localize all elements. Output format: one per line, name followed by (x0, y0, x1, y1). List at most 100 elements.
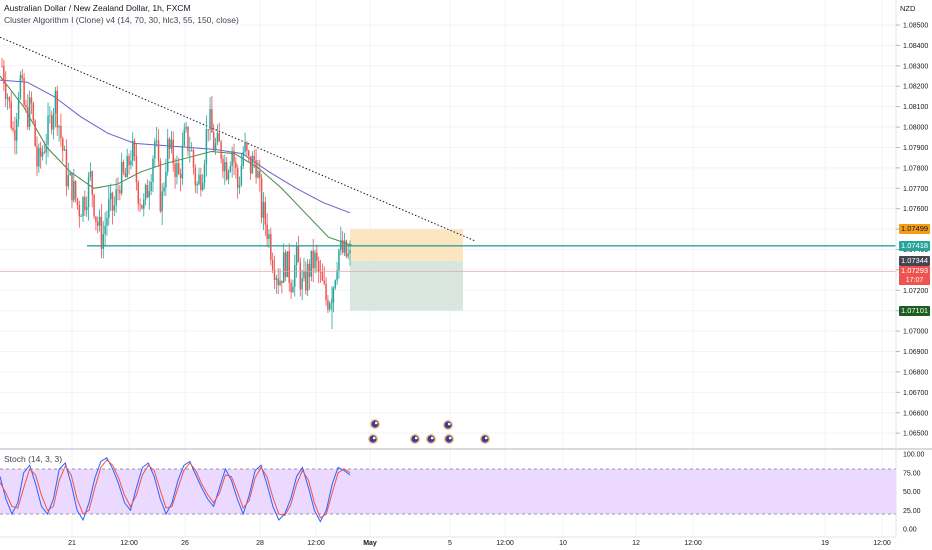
time-tick-label: 21 (68, 540, 76, 547)
candle-body (93, 194, 95, 217)
candle-body (152, 158, 154, 182)
horizontal-levels[interactable] (0, 245, 896, 272)
candle-body (349, 250, 351, 254)
candle-body (10, 101, 12, 128)
candle-body (235, 162, 237, 169)
candle-body (225, 162, 228, 180)
candle-body (8, 97, 11, 102)
candle-body (327, 300, 329, 310)
candle-body (255, 160, 257, 178)
candle-body (247, 150, 250, 157)
stop-zone[interactable] (350, 229, 463, 261)
candle-body (144, 184, 147, 200)
candle-body (104, 225, 106, 235)
candle-body (189, 150, 191, 152)
candle-body (196, 184, 198, 186)
candle-body (209, 109, 211, 130)
time-tick-label: 19 (821, 540, 829, 547)
target-zone[interactable] (350, 260, 463, 311)
candle-body (146, 184, 149, 198)
time-tick-label: 12:00 (684, 540, 702, 547)
candle-body (39, 148, 42, 157)
indicator-legend[interactable]: Cluster Algorithm I (Clone) v4 (14, 70, … (4, 15, 239, 25)
candle-body (259, 171, 261, 179)
stoch-axis[interactable]: 100.00 75.00 50.00 25.00 0.00 (903, 452, 925, 534)
event-icon-star (414, 436, 418, 440)
candle-body (102, 234, 105, 249)
candle-body (73, 181, 75, 201)
stoch-tick-label: 0.00 (903, 527, 917, 534)
candle-body (155, 140, 158, 142)
candle-body (58, 125, 60, 128)
candles (1, 57, 351, 330)
candle-body (183, 129, 186, 146)
candle-body (251, 155, 254, 174)
candle-body (87, 176, 90, 208)
time-tick-label: 28 (256, 540, 264, 547)
candle-body (178, 163, 180, 174)
candle-body (240, 165, 243, 186)
candle-body (115, 189, 117, 206)
candle-body (222, 158, 224, 172)
candle-body (194, 167, 197, 186)
candle-body (229, 166, 232, 172)
time-axis[interactable]: 21 12:00 26 28 12:00 May 5 12:00 10 12 12:00 19 12:0… (68, 540, 891, 547)
event-icon-flag (427, 435, 435, 443)
candle-body (41, 151, 44, 157)
candle-body (78, 204, 81, 217)
candle-body (347, 253, 349, 257)
candle-body (60, 125, 62, 139)
candle-body (205, 129, 208, 165)
candle-body (98, 216, 101, 226)
time-tick-label: 12:00 (873, 540, 891, 547)
event-icon-star (484, 436, 488, 440)
time-tick-label: 12:00 (496, 540, 514, 547)
candle-body (63, 149, 66, 151)
candle-body (56, 90, 58, 128)
candle-body (314, 252, 316, 269)
candle-body (131, 140, 134, 161)
stoch-legend[interactable]: Stoch (14, 3, 3) (4, 454, 63, 464)
event-icon-star (374, 421, 378, 425)
candle-body (91, 171, 93, 195)
stoch-tick-label: 75.00 (903, 470, 921, 477)
candle-body (281, 280, 283, 283)
price-tick-label: 1.06500 (903, 431, 928, 438)
candle-body (25, 104, 27, 108)
candle-body (135, 156, 138, 183)
event-icon (370, 419, 380, 429)
candle-body (43, 151, 46, 153)
candle-body (3, 66, 5, 84)
candle-body (224, 162, 226, 172)
event-icon-flag (444, 421, 452, 429)
price-tick-label: 1.07700 (903, 186, 928, 193)
candle-body (185, 126, 187, 130)
symbol-legend[interactable]: Australian Dollar / New Zealand Dollar, … (4, 3, 191, 13)
time-tick-label: May (363, 540, 377, 547)
event-icon (443, 420, 453, 430)
event-icon (480, 434, 490, 444)
candle-body (236, 168, 239, 188)
candle-body (100, 216, 103, 249)
trendline[interactable] (0, 36, 477, 242)
candle-body (159, 160, 162, 212)
candle-body (325, 283, 327, 301)
candle-body (36, 146, 38, 167)
event-markers[interactable] (368, 419, 490, 444)
event-icon (368, 434, 378, 444)
candle-body (12, 127, 14, 131)
candle-body (244, 142, 246, 152)
candle-body (201, 182, 204, 191)
time-tick-label: 10 (559, 540, 567, 547)
candle-body (262, 202, 265, 218)
candle-body (211, 109, 213, 133)
candle-body (141, 204, 143, 209)
candle-body (74, 181, 77, 199)
candle-body (207, 129, 209, 130)
target-price-tag: 1.07101 (899, 305, 930, 316)
candle-body (288, 251, 290, 283)
event-icon-star (372, 436, 376, 440)
candle-body (38, 148, 40, 167)
candle-body (30, 97, 33, 104)
